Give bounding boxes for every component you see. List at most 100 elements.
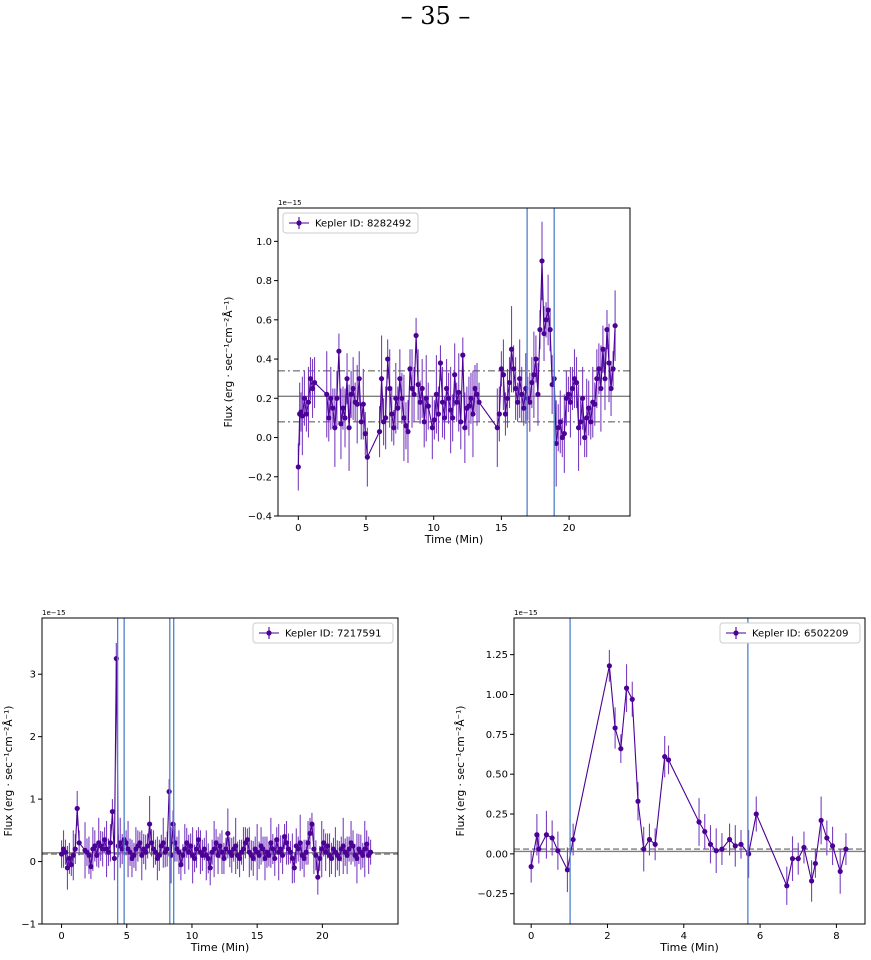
x-tick-label: 15: [495, 523, 508, 534]
data-point: [387, 385, 393, 392]
data-point: [346, 846, 352, 852]
data-point: [274, 837, 280, 843]
x-tick-label: 8: [833, 931, 839, 942]
x-axis-label: Time (Min): [424, 533, 484, 546]
data-point: [818, 817, 824, 824]
data-point: [411, 391, 417, 397]
data-point: [321, 840, 327, 846]
data-point: [500, 372, 507, 378]
chart-kepler-6502209: 0 2 4 6 8 −0.25 0.00 0.25 0.50 0.75 1.00 1.25 1e−15 T…: [454, 609, 866, 954]
offset-text: 1e−15: [278, 199, 302, 207]
data-point: [298, 409, 304, 415]
data-point: [445, 395, 452, 401]
data-point: [266, 852, 272, 858]
data-point: [541, 330, 547, 337]
data-point: [557, 419, 563, 425]
data-point: [573, 379, 580, 386]
data-point: [606, 663, 612, 669]
plot-frame: [41, 617, 399, 925]
data-point: [348, 391, 354, 397]
data-point: [360, 401, 366, 407]
x-tick-label: 15: [251, 931, 264, 942]
data-point: [610, 366, 616, 372]
data-point: [443, 385, 450, 392]
data-point: [281, 833, 288, 840]
data-point: [808, 878, 815, 884]
data-point: [109, 808, 116, 815]
data-point: [553, 440, 559, 447]
data-point: [586, 405, 592, 411]
x-tick-label: 20: [563, 523, 576, 534]
data-point: [596, 366, 602, 372]
data-point: [381, 419, 387, 425]
x-axis-label: Time (Min): [659, 941, 719, 954]
data-point: [240, 846, 247, 852]
data-point: [843, 846, 849, 852]
data-point: [753, 811, 759, 817]
data-group: [58, 642, 374, 895]
data-point: [358, 419, 364, 425]
data-point: [229, 852, 235, 858]
data-point: [283, 840, 290, 846]
data-point: [429, 425, 435, 431]
data-point: [326, 415, 332, 421]
data-point: [527, 399, 533, 405]
data-point: [303, 849, 309, 855]
data-point: [299, 413, 305, 419]
data-point: [460, 352, 466, 358]
y-tick-label: 0.4: [256, 355, 272, 366]
data-point: [409, 385, 415, 392]
data-point: [334, 395, 340, 401]
data-point: [76, 840, 82, 846]
data-point: [519, 391, 525, 397]
x-tick-label: 0: [528, 931, 534, 942]
data-point: [535, 391, 541, 397]
data-point: [180, 852, 186, 858]
data-point: [291, 865, 297, 871]
data-point: [468, 395, 474, 401]
data-point: [837, 868, 843, 875]
chart-kepler-7217591: 0 5 10 15 20 −1 0 1 2 3 1e−15 Time (Min) Flux (erg ·…: [2, 609, 399, 954]
data-point: [584, 415, 590, 421]
data-point: [88, 863, 94, 870]
y-tick-label: 0.0: [256, 433, 272, 444]
data-point: [131, 852, 137, 858]
data-point: [531, 372, 537, 378]
data-point: [354, 401, 360, 407]
data-point: [476, 399, 482, 405]
data-point: [569, 385, 576, 392]
data-point: [344, 852, 350, 858]
data-point: [383, 415, 389, 421]
data-point: [311, 379, 318, 386]
data-point: [498, 366, 504, 372]
y-tick-label: −0.2: [248, 472, 272, 483]
offset-text: 1e−15: [514, 609, 538, 617]
legend-marker: [733, 630, 739, 636]
data-point: [555, 425, 561, 431]
data-point: [145, 843, 151, 849]
data-point: [494, 425, 500, 431]
data-point: [502, 411, 509, 417]
offset-text: 1e−15: [42, 609, 66, 617]
data-point: [305, 399, 312, 405]
legend-label: Kepler ID: 8282492: [315, 219, 412, 230]
y-tick-label: 0.00: [486, 849, 508, 860]
y-axis-label: Flux (erg · sec⁻¹cm⁻²Å⁻¹): [454, 706, 467, 837]
data-point: [176, 849, 182, 855]
data-point: [561, 431, 567, 437]
data-point: [604, 327, 610, 333]
data-point: [219, 849, 225, 855]
x-tick-label: 10: [186, 931, 199, 942]
data-point: [305, 840, 311, 846]
data-point: [324, 843, 331, 849]
x-tick-label: 10: [427, 523, 440, 534]
data-point: [268, 840, 274, 846]
data-point: [612, 323, 618, 329]
data-point: [452, 372, 458, 378]
data-point: [303, 411, 310, 417]
legend-box: [252, 622, 394, 644]
data-point: [534, 832, 540, 838]
x-tick-label: 5: [363, 523, 369, 534]
y-tick-label: 1.00: [486, 690, 508, 701]
data-point: [170, 821, 176, 827]
